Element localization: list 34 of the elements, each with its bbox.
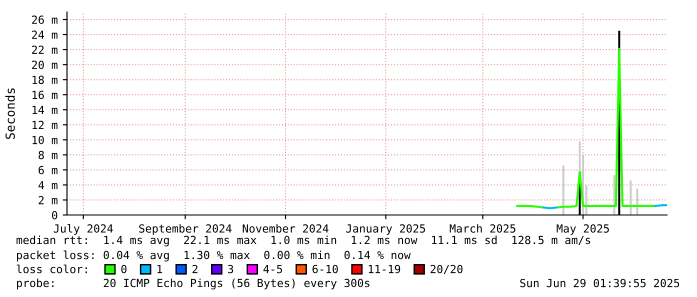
y-tick-label: 8 m (38, 150, 58, 160)
y-tick-label: 10 m (32, 136, 58, 144)
legend-label: 1 (157, 264, 162, 274)
text: packet loss: 0.04 % avg 1.30 % max 0.00 % min 0.14 % now (17, 250, 411, 262)
y-tick-label: 22 m (32, 46, 58, 54)
legend-label: 11-19 (368, 264, 400, 274)
x-tick-label: July 2024 (54, 224, 113, 235)
y-tick-label: 2 m (38, 196, 58, 204)
legend-label: 3 (228, 264, 234, 274)
y-tick-label: 18 m (32, 76, 58, 84)
text: probe: 20 ICMP Echo Pings (56 Bytes) every 300s (17, 278, 370, 290)
y-tick-label: 20 m (32, 60, 58, 70)
y-axis-title: Seconds (5, 88, 15, 139)
legend-label: 4-5 (263, 264, 282, 274)
y-tick-label: 0 (52, 211, 58, 220)
x-tick-label: November 2024 (242, 224, 328, 233)
y-tick-label: 4 m (38, 181, 58, 190)
legend-label: 2 (192, 264, 198, 274)
x-tick-label: May 2025 (556, 224, 609, 235)
y-tick-label: 12 m (32, 120, 58, 130)
x-tick-label: September 2024 (139, 224, 232, 235)
legend-label: 20/20 (430, 264, 463, 274)
y-tick-label: 14 m (32, 106, 58, 114)
text: Sun Jun 29 01:39:55 2025 (520, 278, 680, 288)
legend-label: 6-10 (312, 264, 338, 274)
legend-title: loss color: (16, 264, 87, 274)
y-tick-label: 6 m (38, 166, 58, 174)
x-tick-label: March 2025 (450, 224, 516, 233)
x-tick-label: January 2025 (346, 224, 426, 235)
y-tick-label: 16 m (32, 90, 58, 100)
y-tick-label: 24 m (32, 30, 58, 39)
legend-label: 0 (121, 264, 127, 274)
text: median rtt: 1.4 ms avg 22.1 ms max 1.0 ms min 1.2 ms now 11.1 ms sd 128.5 m am/s (16, 236, 590, 246)
y-tick-label: 26 m (32, 16, 58, 24)
